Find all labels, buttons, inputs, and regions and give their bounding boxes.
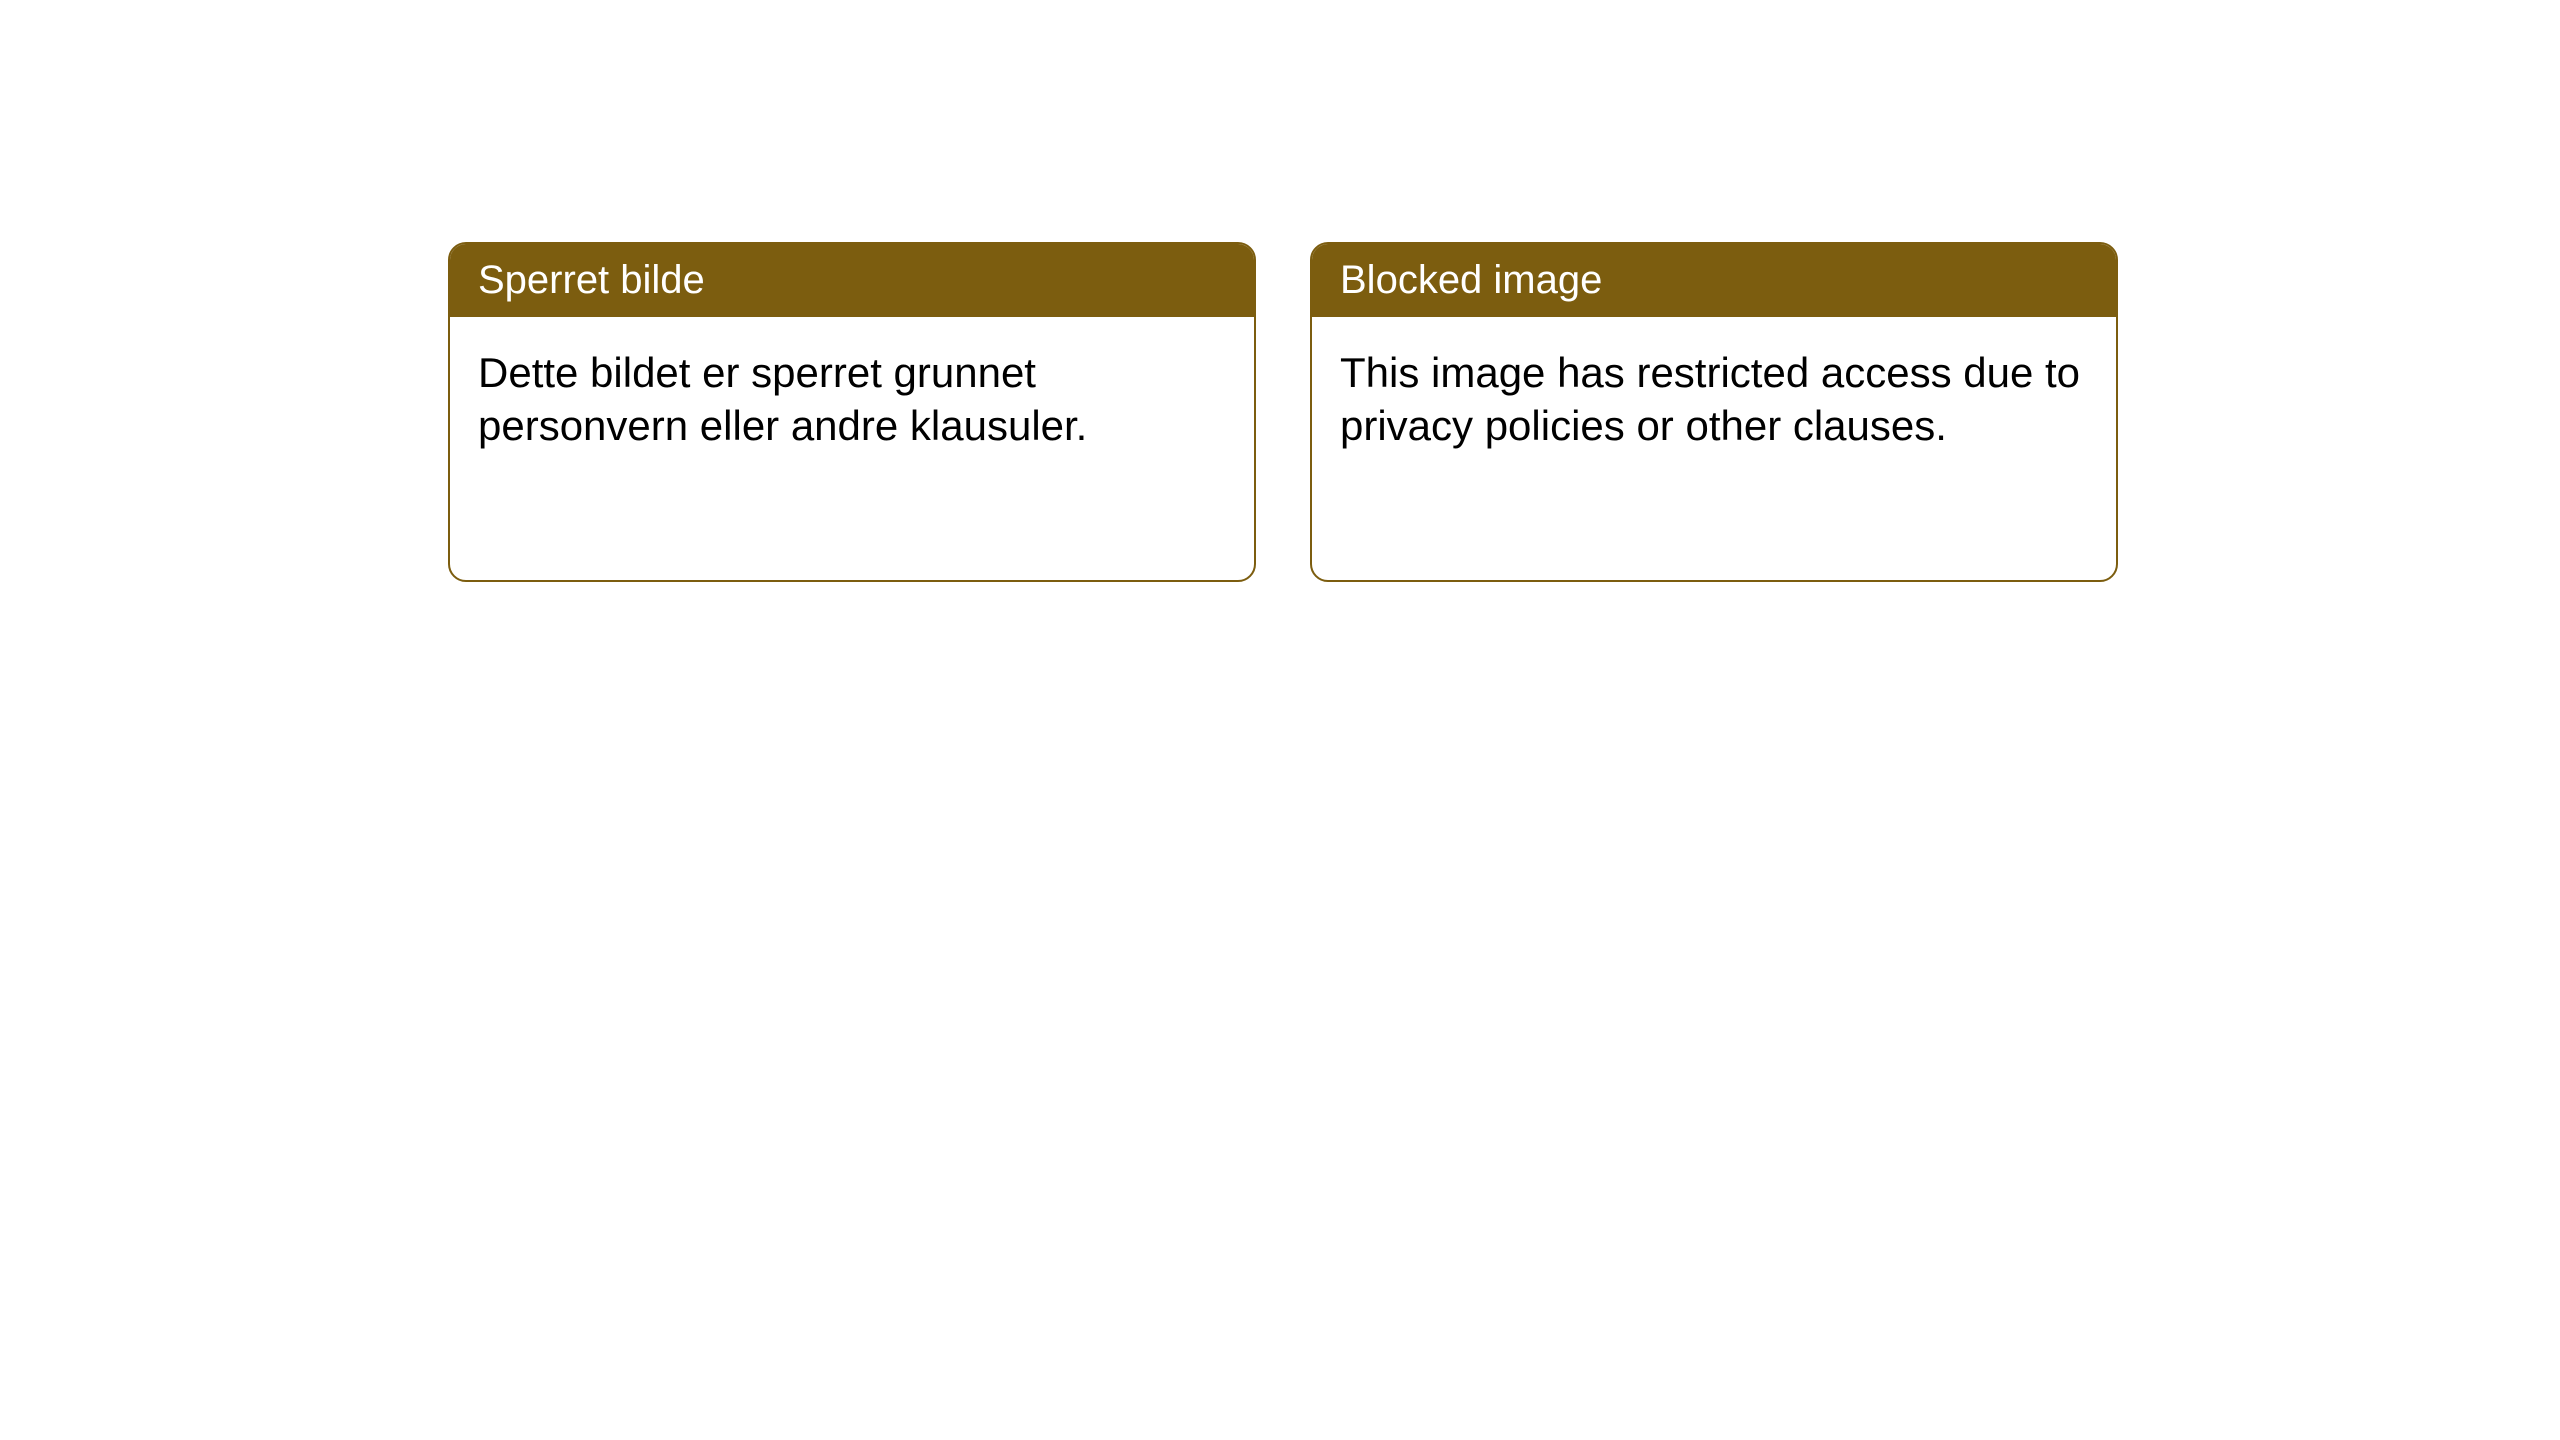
- notice-body: This image has restricted access due to …: [1312, 317, 2116, 482]
- notice-header: Sperret bilde: [450, 244, 1254, 317]
- notice-header: Blocked image: [1312, 244, 2116, 317]
- notice-container: Sperret bilde Dette bildet er sperret gr…: [0, 0, 2560, 582]
- notice-body: Dette bildet er sperret grunnet personve…: [450, 317, 1254, 482]
- notice-card-english: Blocked image This image has restricted …: [1310, 242, 2118, 582]
- notice-card-norwegian: Sperret bilde Dette bildet er sperret gr…: [448, 242, 1256, 582]
